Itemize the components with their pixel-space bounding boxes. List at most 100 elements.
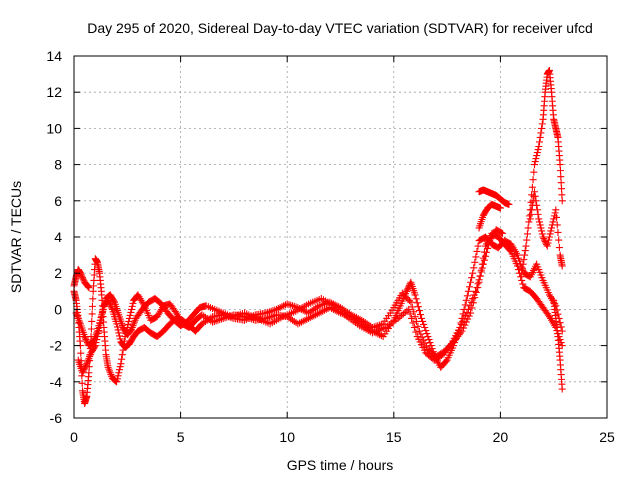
data-point <box>405 297 413 305</box>
data-point <box>200 319 208 327</box>
data-point <box>200 312 208 320</box>
data-point <box>497 229 505 237</box>
data-point <box>513 251 521 259</box>
data-point <box>418 314 426 322</box>
data-point <box>77 349 85 357</box>
data-point <box>442 357 450 365</box>
data-point <box>535 138 543 146</box>
data-point <box>351 313 359 321</box>
data-point <box>406 310 414 318</box>
data-point <box>313 303 321 311</box>
data-point <box>531 188 539 196</box>
y-tick-label: 14 <box>46 48 62 64</box>
data-point <box>308 313 316 321</box>
data-point <box>81 333 89 341</box>
data-point <box>412 328 420 336</box>
data-point <box>531 158 539 166</box>
data-point <box>422 342 430 350</box>
data-point <box>416 311 424 319</box>
data-point <box>521 247 529 255</box>
data-point <box>533 201 541 209</box>
data-point <box>126 311 134 319</box>
data-point <box>533 149 541 157</box>
data-point <box>556 319 564 327</box>
data-point <box>535 215 543 223</box>
data-point <box>198 311 206 319</box>
data-point <box>262 309 270 317</box>
series-track-e <box>475 200 504 232</box>
data-point <box>521 251 529 259</box>
data-point <box>533 206 541 214</box>
data-point <box>118 355 126 363</box>
data-point <box>555 236 563 244</box>
data-point <box>401 308 409 316</box>
data-point <box>465 312 473 320</box>
data-point <box>322 305 330 313</box>
data-point <box>278 303 286 311</box>
data-point <box>461 321 469 329</box>
data-point <box>88 310 96 318</box>
data-point <box>544 239 552 247</box>
data-point <box>85 369 93 377</box>
data-point <box>283 300 291 308</box>
data-point <box>374 322 382 330</box>
data-point <box>526 215 534 223</box>
data-point <box>290 302 298 310</box>
data-point <box>78 272 86 280</box>
data-point <box>340 306 348 314</box>
data-point <box>513 262 521 270</box>
data-point <box>80 366 88 374</box>
data-point <box>520 256 528 264</box>
data-point <box>319 301 327 309</box>
y-tick-label: -6 <box>50 410 63 426</box>
data-point <box>499 229 507 237</box>
data-point <box>478 264 486 272</box>
y-tick-label: 10 <box>46 120 62 136</box>
data-point <box>531 192 539 200</box>
series-track-d <box>475 186 513 208</box>
data-point <box>271 306 279 314</box>
data-point <box>360 317 368 325</box>
data-point <box>118 351 126 359</box>
data-point <box>113 375 121 383</box>
data-point <box>81 334 89 342</box>
data-point <box>372 322 380 330</box>
data-point <box>551 209 559 217</box>
data-point <box>376 331 384 339</box>
data-point <box>88 317 96 325</box>
data-point <box>285 301 293 309</box>
data-point <box>315 309 323 317</box>
data-point <box>296 319 304 327</box>
data-point <box>484 244 492 252</box>
data-point <box>420 336 428 344</box>
data-point <box>287 301 295 309</box>
data-point <box>464 315 472 323</box>
x-tick-label: 5 <box>177 429 185 445</box>
data-point <box>518 269 526 277</box>
data-point <box>376 321 384 329</box>
data-point <box>472 287 480 295</box>
data-point <box>485 241 493 249</box>
data-point <box>526 212 534 220</box>
data-point <box>549 218 557 226</box>
data-point <box>533 152 541 160</box>
data-point <box>315 302 323 310</box>
data-point <box>523 230 531 238</box>
chart-title: Day 295 of 2020, Sidereal Day-to-day VTE… <box>87 20 593 36</box>
data-point <box>465 283 473 291</box>
data-point <box>558 197 566 205</box>
data-point <box>203 316 211 324</box>
data-point <box>394 314 402 322</box>
data-point <box>305 309 313 317</box>
data-point <box>537 129 545 137</box>
data-point <box>306 308 314 316</box>
data-point <box>201 317 209 325</box>
data-point <box>553 221 561 229</box>
data-point <box>301 307 309 315</box>
data-point <box>470 291 478 299</box>
data-point <box>425 336 433 344</box>
data-point <box>299 317 307 325</box>
data-points <box>70 66 566 408</box>
data-point <box>321 306 329 314</box>
